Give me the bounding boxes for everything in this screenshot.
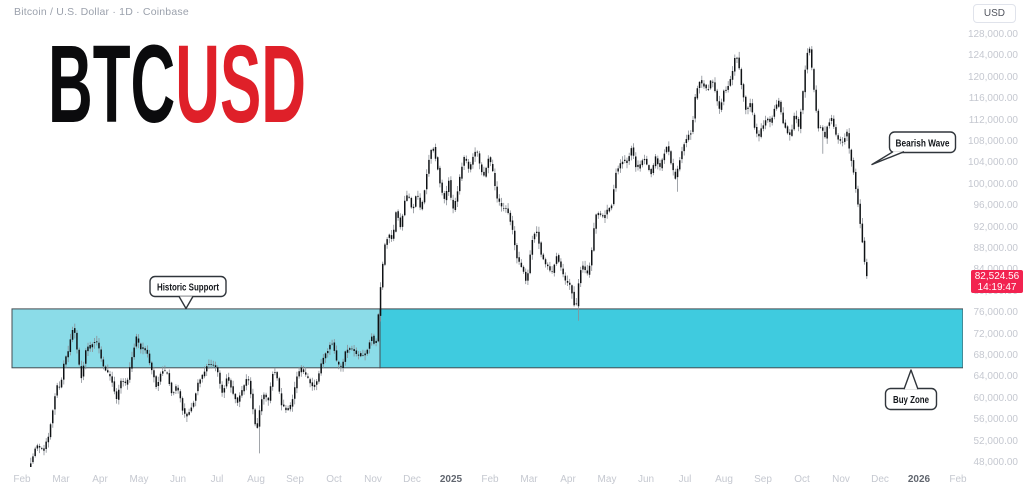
price-tick-label: 104,000.00: [967, 157, 1018, 169]
last-price-value: 82,524.56: [974, 271, 1020, 282]
time-tick-year: 2026: [907, 474, 931, 485]
price-tick-label: 88,000.00: [973, 243, 1019, 254]
price-tick-label: 64,000.00: [973, 371, 1019, 383]
time-tick-month: Aug: [247, 474, 265, 485]
time-tick-month: Feb: [13, 474, 31, 485]
price-tick-label: 92,000.00: [973, 221, 1019, 233]
time-tick-month: Jul: [210, 474, 224, 485]
price-tick-label: 124,000.00: [967, 50, 1018, 62]
price-tick-label: 76,000.00: [973, 307, 1019, 319]
time-tick-month: Dec: [871, 474, 889, 485]
time-tick-month: Nov: [832, 474, 850, 485]
price-tick-label: 72,000.00: [973, 328, 1019, 340]
time-tick-month: Sep: [754, 474, 772, 485]
time-tick-month: Nov: [364, 474, 382, 485]
time-tick-month: Jul: [678, 474, 692, 485]
price-tick-label: 60,000.00: [973, 392, 1019, 404]
time-axis[interactable]: Feb Mar Apr May Jun Jul Aug Sep Oct Nov Dec 2025 Feb…: [0, 467, 966, 490]
currency-toggle-button[interactable]: USD: [972, 4, 1016, 23]
time-tick-month: May: [597, 474, 617, 485]
price-tick-label: 68,000.00: [973, 350, 1019, 361]
price-tick-label: 128,000.00: [967, 29, 1018, 40]
last-price-tag: 82,524.56 14:19:47: [971, 270, 1023, 293]
symbol-title[interactable]: Bitcoin / U.S. Dollar · 1D · Coinbase: [14, 6, 189, 18]
price-tick-label: 96,000.00: [973, 200, 1019, 212]
price-tick-label: 100,000.00: [967, 178, 1018, 190]
buy-zone-rect-right[interactable]: [379, 308, 963, 369]
annotation-bearish-wave[interactable]: Bearish Wave: [871, 131, 957, 166]
time-tick-month: Sep: [286, 474, 304, 485]
time-tick-month: Feb: [949, 474, 967, 485]
price-tick-label: 56,000.00: [973, 414, 1019, 426]
price-tick-label: 84,000.00: [974, 264, 1019, 275]
time-tick-month: Oct: [326, 474, 342, 485]
price-tick-label: 52,000.00: [973, 435, 1019, 447]
watermark-usd: USD: [175, 23, 306, 146]
time-tick-month: Dec: [403, 474, 421, 485]
price-tick-label: 48,000.00: [973, 457, 1019, 468]
annotation-historic-support-label: Historic Support: [157, 282, 219, 294]
time-tick-month: Oct: [794, 474, 810, 485]
time-tick-month: Feb: [481, 474, 499, 485]
price-tick-label: 120,000.00: [967, 71, 1018, 83]
annotation-historic-support[interactable]: Historic Support: [149, 275, 227, 310]
buy-zone-rect-left[interactable]: [11, 308, 381, 369]
time-tick-month: Jun: [169, 474, 187, 485]
time-tick-month: Mar: [52, 474, 70, 485]
time-tick-month: Apr: [92, 474, 108, 485]
btcusd-watermark: BTCUSD: [48, 23, 306, 146]
price-tick-label: 112,000.00: [968, 114, 1018, 126]
time-tick-month: Mar: [520, 474, 538, 485]
price-tick-label: 116,000.00: [968, 93, 1018, 105]
time-tick-month: Aug: [715, 474, 733, 485]
annotation-bearish-wave-label: Bearish Wave: [896, 138, 950, 150]
annotation-buy-zone[interactable]: Buy Zone: [884, 369, 938, 411]
time-tick-month: Apr: [560, 474, 576, 485]
candle-countdown: 14:19:47: [977, 282, 1017, 293]
candlestick-chart[interactable]: BTCUSD Historic Support Bearish Wave Buy…: [0, 0, 963, 467]
price-axis[interactable]: 128,000.00 124,000.00 120,000.00 116,000.00…: [963, 0, 1024, 468]
watermark-btc: BTC: [48, 23, 175, 146]
time-tick-month: Jun: [637, 474, 655, 485]
time-tick-year: 2025: [439, 474, 463, 485]
annotation-buy-zone-label: Buy Zone: [893, 394, 929, 406]
time-tick-month: May: [129, 474, 149, 485]
price-tick-label: 108,000.00: [967, 136, 1018, 147]
